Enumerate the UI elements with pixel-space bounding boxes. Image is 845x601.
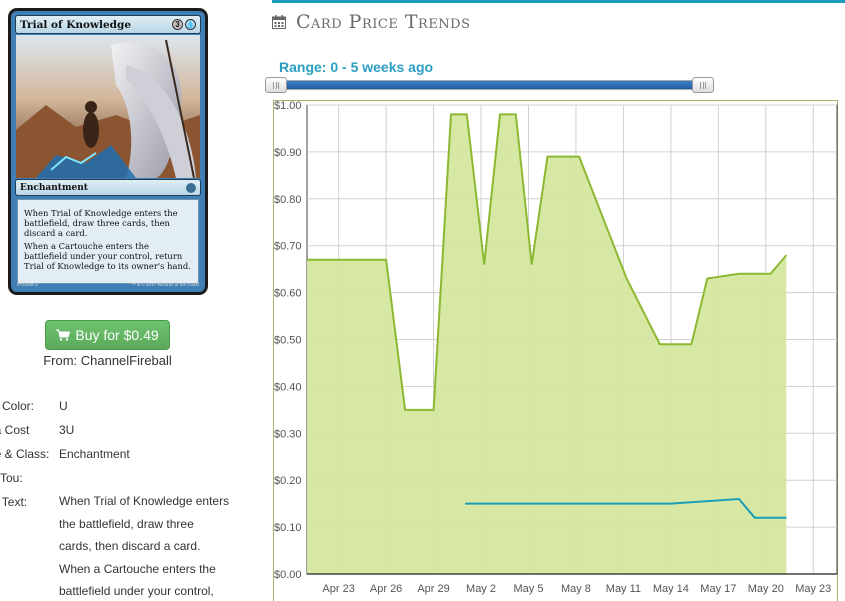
x-tick-label: Apr 26 — [370, 583, 402, 595]
rules-text-paragraph: When a Cartouche enters the battlefield … — [24, 240, 191, 272]
section-top-rule — [272, 0, 845, 3]
card-artwork — [16, 35, 200, 178]
blue-mana-icon: 💧 — [185, 19, 196, 30]
range-slider-handle-end[interactable] — [692, 77, 714, 93]
range-slider-fill — [282, 81, 700, 89]
x-tick-label: Apr 29 — [417, 583, 449, 595]
buy-button[interactable]: Buy for $0.49 — [45, 320, 170, 350]
shopping-cart-icon — [56, 329, 71, 341]
card-text-line: When a Cartouche enters the — [59, 561, 216, 576]
attr-label-mana-cost: na Cost — [0, 423, 30, 437]
y-tick-label: $0.20 — [274, 475, 302, 487]
range-label: Range: 0 - 5 weeks ago — [279, 59, 434, 75]
attr-value-color: U — [59, 399, 68, 413]
artwork-illustration — [16, 35, 200, 178]
card-name: Trial of Knowledge — [20, 18, 132, 31]
x-tick-label: May 8 — [561, 583, 591, 595]
card-rules-text: When Trial of Knowledge enters the battl… — [17, 199, 199, 284]
y-axis: $0.00 $0.10 $0.20 $0.30 $0.40 $0.50 $0.60 $0.70… — [274, 100, 302, 581]
y-tick-label: $0.40 — [274, 381, 302, 393]
x-tick-label: May 17 — [700, 583, 736, 595]
price-trend-chart: $0.00 $0.10 $0.20 $0.30 $0.40 $0.50 $0.60 $0.70… — [274, 100, 838, 595]
attr-label-pow-tou: w/Tou: — [0, 471, 23, 485]
generic-mana-symbol: 3 — [172, 19, 183, 30]
card-copyright: ™ & © 2017 Wizards of the Coast — [131, 282, 199, 287]
attr-label-color: rd Color: — [0, 399, 35, 413]
y-tick-label: $0.80 — [274, 194, 302, 206]
x-axis: Apr 23 Apr 26 Apr 29 May 2 May 5 May 8 May 11 M… — [322, 583, 831, 595]
section-header: Card Price Trends — [272, 11, 471, 33]
collector-number: 073/269 U — [17, 282, 38, 287]
retail-price-area — [307, 114, 787, 575]
y-tick-label: $1.00 — [274, 100, 302, 112]
rules-text-paragraph: When Trial of Knowledge enters the battl… — [24, 208, 178, 239]
card-text-line: When Trial of Knowledge enters — [59, 494, 230, 508]
y-tick-label: $0.00 — [274, 569, 302, 581]
buylist-price-line — [465, 497, 787, 519]
y-tick-label: $0.60 — [274, 288, 302, 300]
card-type-line: Enchantment — [20, 182, 88, 193]
attr-value-type: Enchantment — [59, 447, 130, 461]
y-tick-label: $0.30 — [274, 428, 302, 440]
x-tick-label: May 14 — [653, 583, 689, 595]
card-text-line: cards, then discard a card. — [59, 539, 201, 553]
card-type-bar: Enchantment — [15, 179, 201, 196]
set-symbol-icon — [186, 182, 196, 193]
calendar-icon — [272, 15, 286, 29]
card-text-line: battlefield under your control, — [59, 584, 214, 598]
card-footer: 073/269 U ™ & © 2017 Wizards of the Coas… — [17, 282, 199, 290]
range-slider-handle-start[interactable] — [265, 77, 287, 93]
y-tick-label: $0.70 — [274, 241, 302, 253]
mana-cost: 3 💧 — [172, 19, 196, 30]
card-text-line: the battlefield, draw three — [59, 516, 194, 531]
x-tick-label: May 11 — [606, 583, 641, 595]
card-image: Trial of Knowledge 3 💧 — [8, 8, 208, 295]
y-tick-label: $0.50 — [274, 335, 302, 347]
chart-series — [307, 113, 837, 575]
card-name-bar: Trial of Knowledge 3 💧 — [15, 15, 201, 34]
y-tick-label: $0.10 — [274, 522, 302, 534]
x-tick-label: Apr 23 — [322, 583, 354, 595]
x-tick-label: May 23 — [795, 583, 831, 595]
section-title: Card Price Trends — [296, 11, 471, 33]
attr-label-type: pe & Class: — [0, 447, 50, 461]
vendor-label: From: ChannelFireball — [43, 353, 172, 368]
x-tick-label: May 20 — [748, 583, 784, 595]
retail-price-line — [307, 113, 788, 411]
x-tick-label: May 5 — [514, 583, 544, 595]
attr-value-card-text: When Trial of Knowledge enters the battl… — [59, 490, 244, 601]
x-tick-label: May 2 — [466, 583, 496, 595]
attr-value-mana-cost: 3U — [59, 423, 75, 437]
buy-button-label: Buy for $0.49 — [75, 327, 159, 343]
attr-label-card-text: rd Text: — [0, 495, 28, 509]
y-tick-label: $0.90 — [274, 147, 302, 159]
